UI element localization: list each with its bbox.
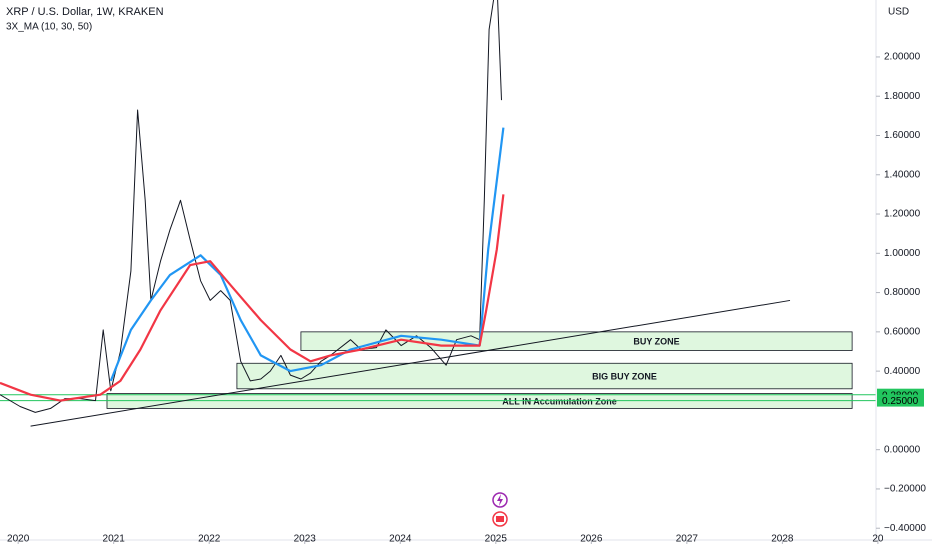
x-tick-label: 20: [872, 534, 884, 545]
zone: [236, 362, 853, 390]
currency-label: USD: [888, 7, 909, 18]
chart-title: XRP / U.S. Dollar, 1W, KRAKEN: [6, 6, 164, 18]
y-tick-label: 1.80000: [884, 91, 921, 102]
x-tick-label: 2025: [485, 534, 508, 545]
y-tick-label: 1.60000: [884, 130, 921, 141]
plot-area: BUY ZONE BIG BUY ZONE ALL IN Accumulation …: [0, 0, 876, 427]
series-line: [0, 194, 505, 402]
x-tick-label: 2020: [7, 534, 30, 545]
y-tick-label: 1.00000: [884, 248, 921, 259]
y-tick-label: 2.00000: [884, 52, 921, 63]
x-tick-label: 2022: [198, 534, 221, 545]
y-tick-label: −0.40000: [884, 523, 926, 534]
y-tick-label: 1.20000: [884, 209, 921, 220]
trendline: [30, 299, 791, 427]
series-line: [109, 127, 505, 382]
zone-label: BIG BUY ZONE: [592, 371, 657, 381]
y-tick-label: 0.00000: [884, 444, 921, 455]
price-level-tag: [877, 394, 924, 407]
x-tick-label: 2026: [580, 534, 603, 545]
event-icon-glyph: [496, 516, 504, 522]
x-tick-label: 2027: [676, 534, 699, 545]
zone-label: ALL IN Accumulation Zone: [502, 396, 617, 406]
price-level-label: 0.25000: [882, 396, 919, 407]
event-icons: [492, 492, 508, 527]
event-icon-glyph: [497, 494, 503, 506]
y-tick-label: 0.80000: [884, 287, 921, 298]
x-tick-label: 2021: [103, 534, 126, 545]
y-tick-label: 1.40000: [884, 169, 921, 180]
x-tick-label: 2028: [771, 534, 794, 545]
y-tick-label: −0.20000: [884, 484, 926, 495]
series-line: [0, 0, 502, 413]
y-tick-label: 0.40000: [884, 366, 921, 377]
y-tick-label: 0.60000: [884, 326, 921, 337]
indicator-label: 3X_MA (10, 30, 50): [6, 22, 92, 33]
zone-label: BUY ZONE: [633, 337, 679, 347]
x-tick-label: 2024: [389, 534, 412, 545]
x-tick-label: 2023: [294, 534, 317, 545]
